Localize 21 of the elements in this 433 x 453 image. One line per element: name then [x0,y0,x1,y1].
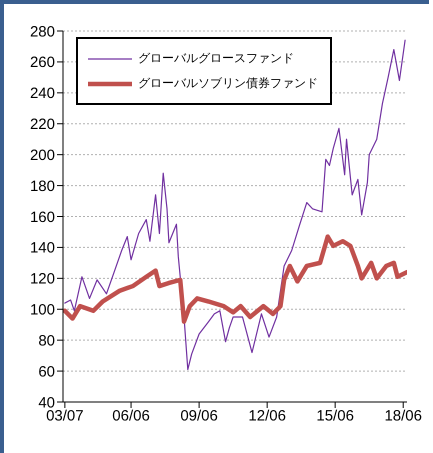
y-tick-label: 120 [30,270,55,288]
line-series [63,234,407,324]
x-tick-label: 09/06 [180,408,218,425]
y-tick-label: 220 [30,116,55,134]
legend-label: グローバルグロースファンド [138,50,294,67]
y-tick-label: 200 [30,146,55,164]
x-tick-label: 18/06 [384,408,422,425]
y-tick-label: 180 [30,178,55,195]
line-series [64,40,406,370]
y-tick-label: 160 [30,208,55,226]
x-tick-label: 12/06 [248,408,286,425]
y-tick-label: 100 [30,302,55,319]
x-tick-label: 06/06 [112,408,150,425]
y-tick-label: 240 [30,85,55,102]
legend-label: グローバルソブリン債券ファンド [138,75,318,92]
y-tick-label: 60 [38,363,55,380]
y-tick-label: 260 [30,54,55,72]
y-tick-label: 140 [30,240,55,257]
x-tick-label: 15/06 [316,408,354,425]
y-tick-label: 80 [38,332,55,350]
y-tick-label: 280 [30,23,55,40]
